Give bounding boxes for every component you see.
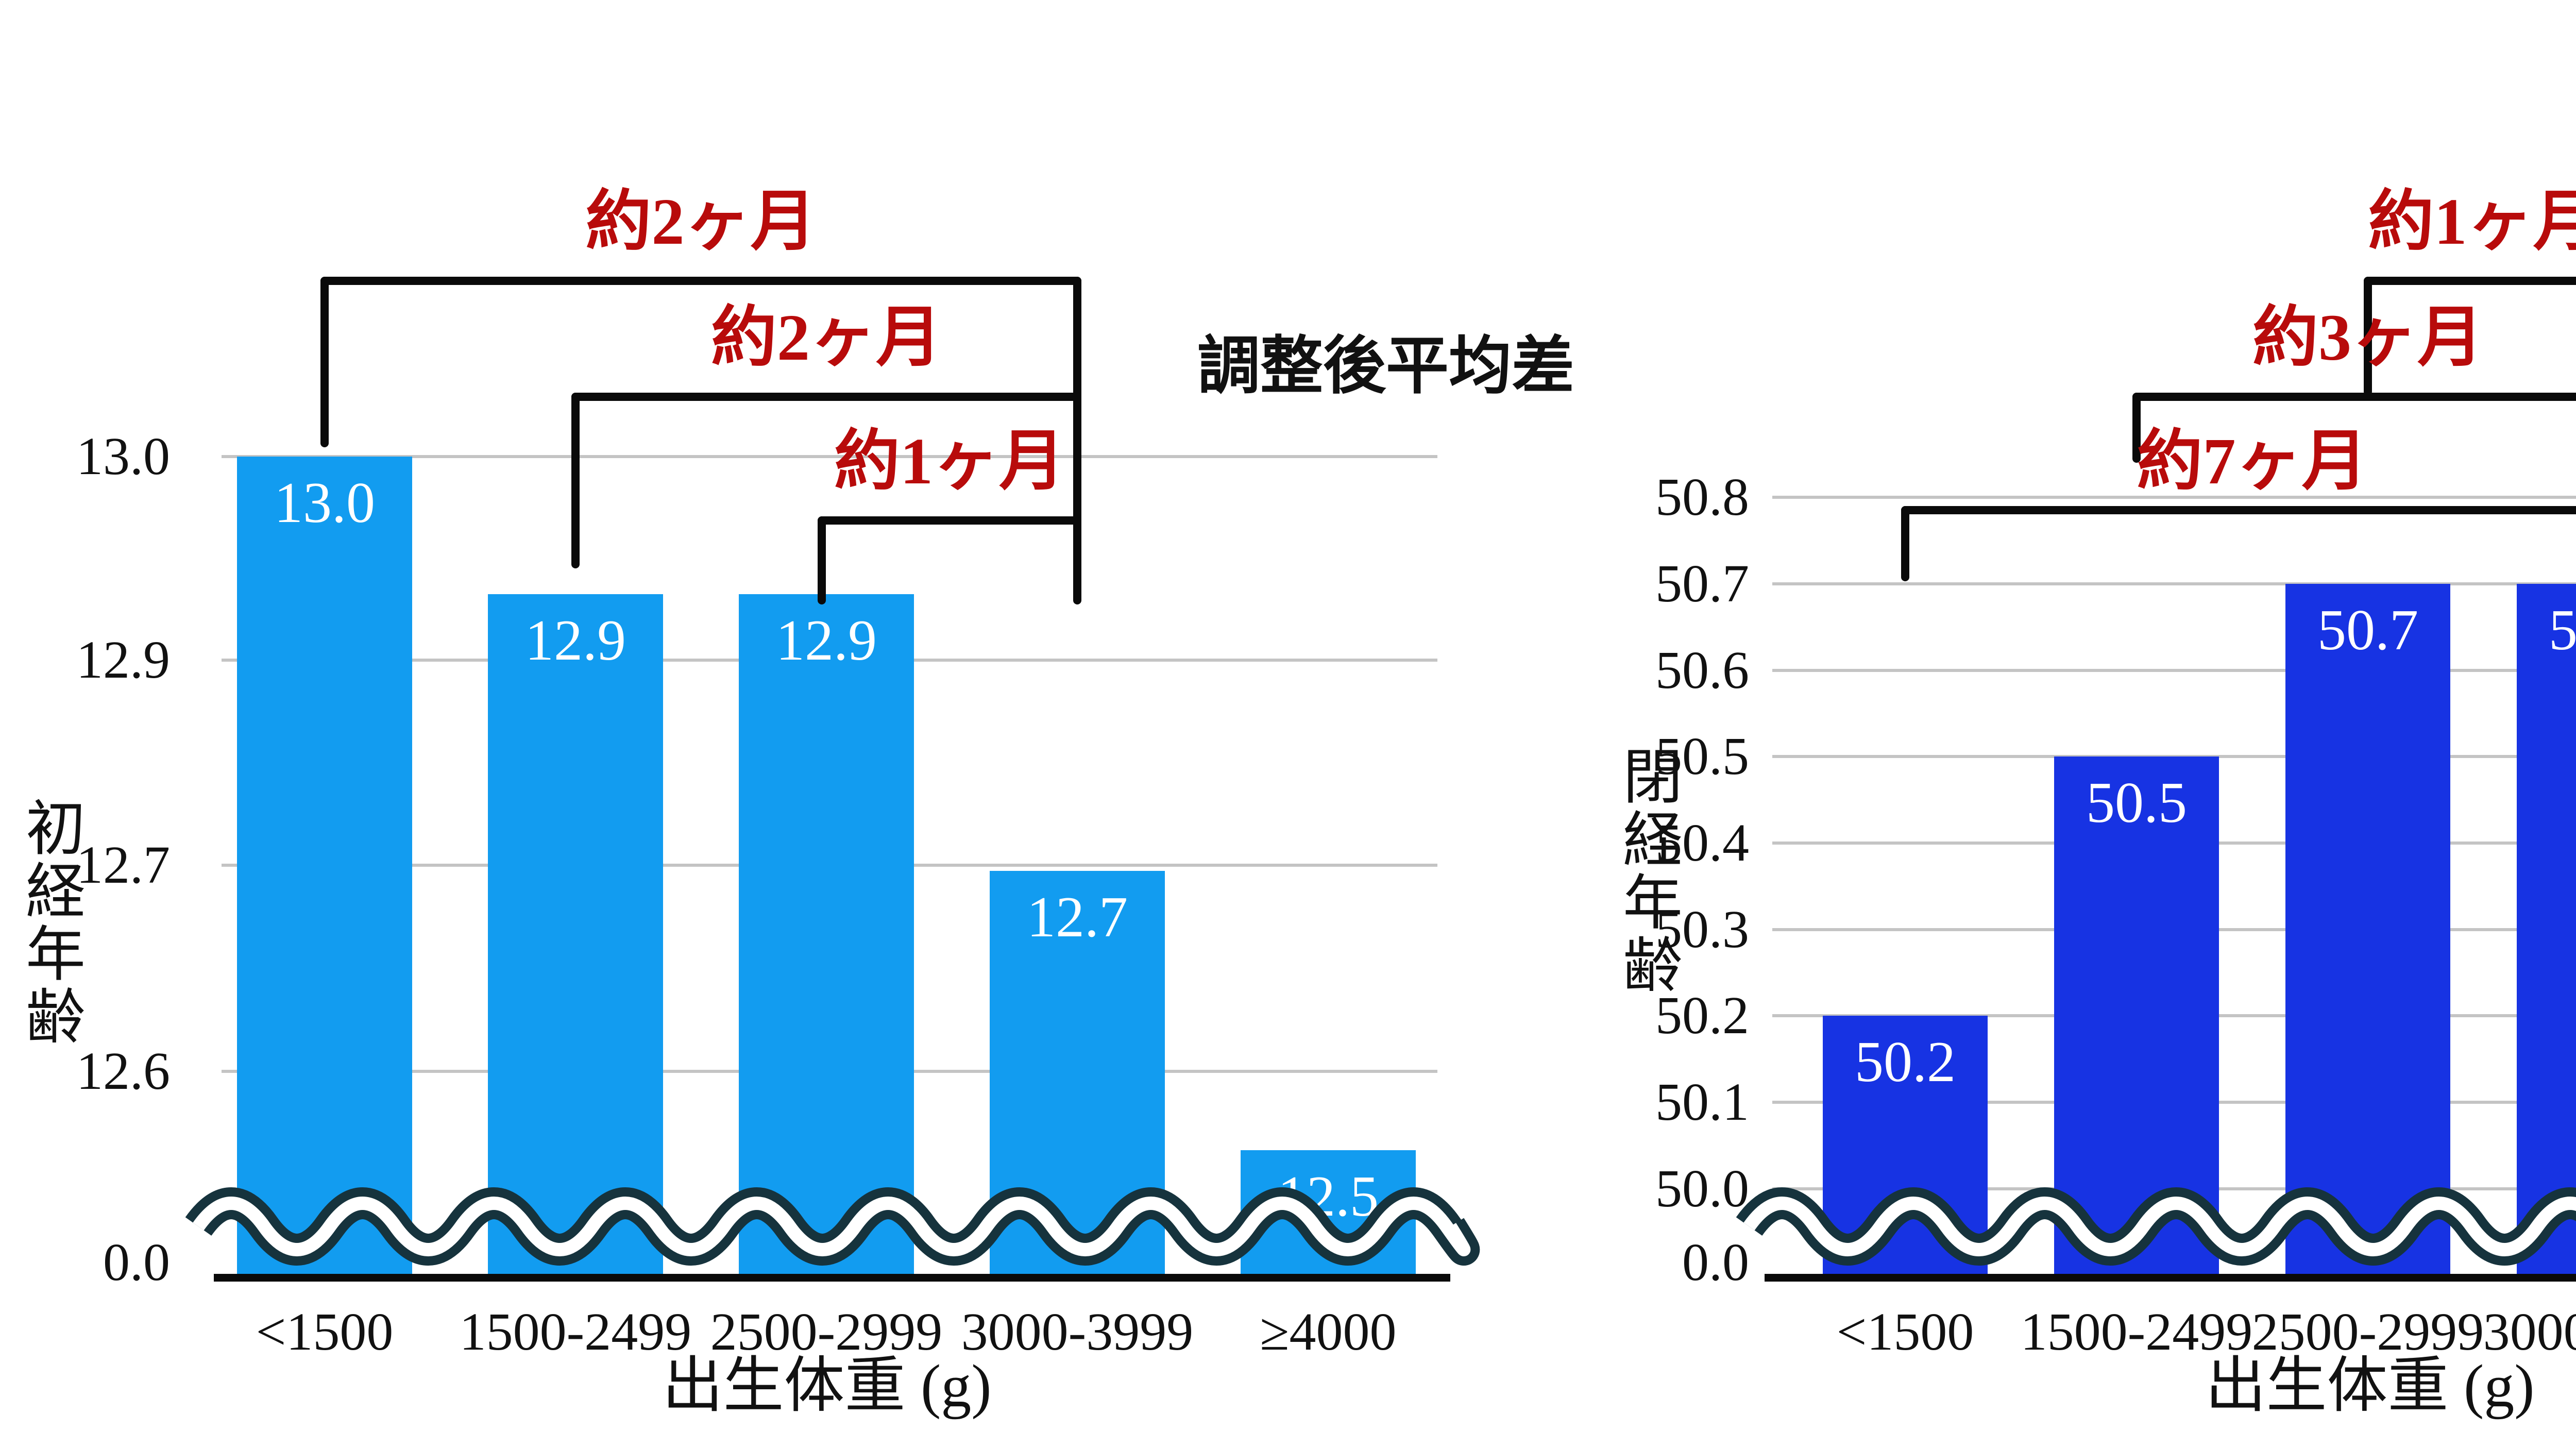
difference-bracket-leg xyxy=(2364,277,2372,396)
difference-bracket xyxy=(571,393,1081,401)
x-axis-tick-label: 2500-2999 xyxy=(710,1302,943,1361)
y-axis-tick-label: 0.0 xyxy=(1682,1233,1749,1292)
bar: 12.9 xyxy=(739,594,914,1278)
x-axis-tick-label: 1500-2499 xyxy=(2020,1302,2253,1361)
bar-value-label: 50.2 xyxy=(1855,1030,1956,1094)
difference-bracket xyxy=(1901,506,2576,514)
bar-value-label: 12.9 xyxy=(525,609,626,672)
bar-value-label: 50.7 xyxy=(2549,598,2576,662)
difference-bracket-leg xyxy=(1073,516,1081,604)
y-axis-tick-label: 50.1 xyxy=(1655,1072,1749,1132)
x-axis-title: 出生体重 (g) xyxy=(2205,1352,2535,1420)
bar: 50.7 xyxy=(2285,584,2450,1278)
y-axis-tick-label: 50.4 xyxy=(1655,813,1749,872)
y-axis-tick-label: 50.3 xyxy=(1655,900,1749,959)
x-axis-tick-label: ≥4000 xyxy=(1260,1302,1397,1361)
y-axis-tick-label: 12.9 xyxy=(76,630,170,689)
axis-break-wave xyxy=(1736,1187,2576,1266)
bar-value-label: 50.7 xyxy=(2317,598,2418,662)
y-axis-tick-label: 50.5 xyxy=(1655,727,1749,786)
y-axis-tick-label: 50.2 xyxy=(1655,986,1749,1045)
x-axis-tick-label: 2500-2999 xyxy=(2251,1302,2484,1361)
y-axis-title: 初経年齢 xyxy=(16,797,82,1048)
gridline xyxy=(1772,669,2576,672)
difference-annotation: 約1ヶ月 xyxy=(2368,185,2576,258)
y-axis-tick-label: 50.8 xyxy=(1655,467,1749,527)
difference-bracket xyxy=(2364,277,2576,285)
x-axis-tick-label: <1500 xyxy=(256,1302,394,1361)
x-axis-tick-label: 3000-3999 xyxy=(2483,1302,2576,1361)
bracket-group-caption: 調整後平均差 xyxy=(2473,334,2576,416)
y-axis-tick-label: 50.7 xyxy=(1655,554,1749,613)
bracket-group-caption: 調整後平均差 xyxy=(1197,332,1574,401)
bar-value-label: 50.5 xyxy=(2086,771,2187,835)
x-axis-title: 出生体重 (g) xyxy=(662,1352,992,1420)
x-axis-line xyxy=(1765,1274,2576,1282)
difference-bracket-leg xyxy=(818,516,826,604)
gridline xyxy=(1772,582,2576,585)
bar-value-label: 12.7 xyxy=(1027,885,1128,949)
x-axis-tick-label: 3000-3999 xyxy=(961,1302,1194,1361)
difference-annotation: 約1ヶ月 xyxy=(834,425,1065,498)
difference-bracket-leg xyxy=(320,277,329,447)
axis-break-wave xyxy=(185,1187,1480,1266)
y-axis-tick-label: 50.6 xyxy=(1655,641,1749,700)
difference-annotation: 約3ヶ月 xyxy=(2252,301,2483,374)
x-axis-tick-label: 1500-2499 xyxy=(459,1302,692,1361)
difference-bracket-leg xyxy=(571,393,580,568)
y-axis-title: 閉経年齢 xyxy=(1614,745,1680,997)
bar: 50.7 xyxy=(2517,584,2576,1278)
bar: 13.0 xyxy=(237,457,412,1278)
y-axis-tick-label: 12.7 xyxy=(76,835,170,895)
difference-bracket xyxy=(320,277,1081,285)
difference-annotation: 約7ヶ月 xyxy=(2137,425,2368,498)
difference-annotation: 約2ヶ月 xyxy=(585,185,817,258)
difference-bracket xyxy=(2132,393,2576,401)
y-axis-tick-label: 13.0 xyxy=(76,427,170,486)
y-axis-tick-label: 0.0 xyxy=(103,1233,170,1292)
bar: 12.9 xyxy=(488,594,663,1278)
y-axis-tick-label: 12.6 xyxy=(76,1041,170,1101)
difference-annotation: 約2ヶ月 xyxy=(710,301,942,374)
bar-value-label: 12.9 xyxy=(776,609,877,672)
x-axis-line xyxy=(214,1274,1450,1282)
difference-bracket xyxy=(818,516,1081,525)
difference-bracket-leg xyxy=(1901,506,1909,581)
bar-value-label: 13.0 xyxy=(274,471,375,535)
difference-bracket-leg xyxy=(2132,393,2141,463)
x-axis-tick-label: <1500 xyxy=(1836,1302,1974,1361)
gridline xyxy=(222,455,1437,458)
y-axis-tick-label: 50.0 xyxy=(1655,1159,1749,1218)
gridline xyxy=(1772,496,2576,499)
